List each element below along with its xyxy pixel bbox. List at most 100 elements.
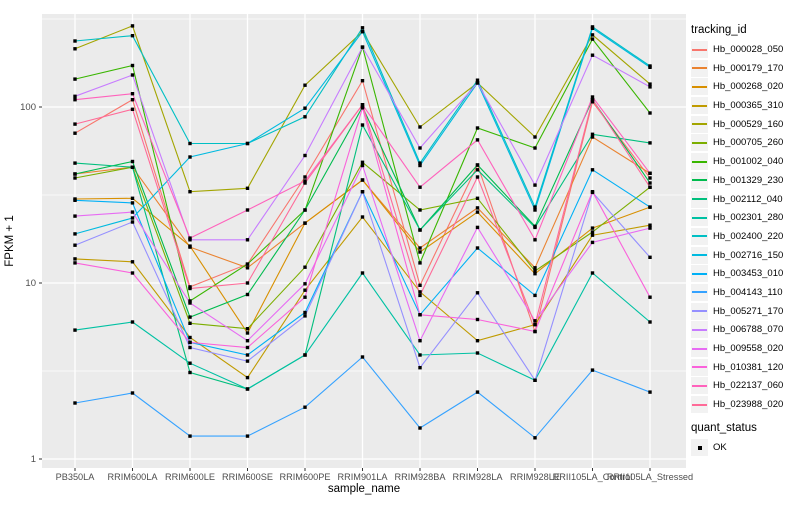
data-point (188, 236, 192, 240)
legend-key-line-icon (692, 403, 707, 406)
data-point (590, 98, 595, 102)
data-point (303, 221, 307, 225)
data-point (188, 238, 192, 242)
data-point (188, 299, 192, 303)
legend-entry-label: Hb_004143_110 (713, 286, 783, 298)
legend-entry-label: Hb_010381_120 (713, 361, 784, 373)
data-point (188, 141, 192, 146)
legend-entry-label: Hb_006788_070 (713, 324, 784, 336)
data-point (303, 83, 307, 87)
data-point (533, 436, 537, 440)
data-point (475, 225, 480, 230)
data-point (648, 255, 652, 259)
legend-key (691, 153, 708, 171)
data-point (303, 175, 307, 179)
data-point (360, 178, 365, 182)
data-point (648, 111, 652, 115)
data-point (648, 223, 652, 227)
data-point (648, 171, 652, 175)
data-point (188, 286, 192, 291)
legend-key (691, 340, 708, 357)
data-point (130, 320, 135, 324)
data-point (73, 94, 77, 98)
data-point (648, 205, 652, 209)
tracking-id-legend-entries: Hb_000028_050 Hb_000179_170 Hb_000268_020 H… (691, 41, 799, 414)
data-point (245, 375, 250, 380)
data-point (590, 100, 595, 104)
x-tick-label: RRIM901LA (337, 472, 388, 482)
data-point (188, 361, 192, 365)
legend-entry: Hb_004143_110 (691, 283, 799, 301)
data-point (245, 186, 250, 190)
data-point (303, 295, 307, 299)
data-point (245, 266, 250, 270)
data-point (303, 314, 307, 318)
data-point (475, 206, 480, 210)
data-point (475, 126, 480, 130)
legend-entry-label: Hb_000529_160 (713, 118, 784, 130)
y-tick-label: 100 (20, 102, 36, 113)
data-point (130, 73, 135, 77)
data-point (245, 434, 250, 438)
data-point (303, 405, 307, 409)
data-point (533, 378, 537, 382)
data-point (533, 208, 537, 212)
data-point (418, 250, 422, 254)
legend-entry: Hb_000529_160 (691, 115, 799, 133)
x-tick-label: RRIM928BA (394, 472, 446, 482)
data-point (590, 26, 595, 30)
legend-entry: Hb_000268_020 (691, 78, 799, 96)
legend-key-line-icon (692, 254, 707, 257)
legend-key (691, 302, 708, 320)
data-point (245, 262, 250, 266)
quant-status-legend-title: quant_status (691, 422, 757, 435)
legend-entry-label: Hb_002716_150 (713, 249, 784, 261)
data-point (130, 165, 135, 169)
data-point (418, 353, 422, 357)
data-point (533, 329, 537, 334)
data-point (590, 132, 595, 136)
data-point (648, 65, 652, 69)
data-point (73, 122, 77, 126)
tracking-id-legend: tracking_id Hb_000028_050 Hb_000179_170 Hb… (691, 24, 799, 458)
data-point (245, 281, 250, 285)
data-point (188, 315, 192, 319)
data-point (590, 190, 595, 194)
data-point (245, 327, 250, 331)
legend-key (691, 246, 708, 264)
data-point (475, 339, 480, 343)
data-point (533, 266, 537, 270)
data-point (130, 391, 135, 395)
data-point (418, 426, 422, 430)
data-point (73, 39, 77, 43)
data-point (360, 123, 365, 127)
data-point (418, 313, 422, 317)
data-point (130, 63, 135, 68)
legend-key (691, 439, 708, 457)
legend-entry-label: Hb_022137_060 (713, 380, 784, 392)
data-point (648, 82, 652, 86)
x-tick-label: RRIM928LA (452, 472, 503, 482)
data-point (130, 107, 135, 111)
data-point (130, 210, 135, 214)
data-point (303, 181, 307, 185)
data-point (418, 208, 422, 212)
data-point (590, 271, 595, 275)
data-point (475, 196, 480, 200)
legend-entry: Hb_002716_150 (691, 246, 799, 264)
x-tick-label: RRII105LA_Stressed (607, 472, 693, 482)
x-tick-label: RRIM928LE (510, 472, 560, 482)
data-point (303, 208, 307, 212)
data-point (303, 353, 307, 357)
data-point (245, 353, 250, 357)
data-point (360, 79, 365, 83)
data-point (590, 33, 595, 37)
data-point (245, 331, 250, 335)
data-point (475, 163, 480, 167)
legend-entry: Hb_002112_040 (691, 190, 799, 208)
data-point (360, 271, 365, 275)
data-point (188, 190, 192, 194)
legend-key-line-icon (692, 179, 707, 182)
data-point (245, 292, 250, 297)
